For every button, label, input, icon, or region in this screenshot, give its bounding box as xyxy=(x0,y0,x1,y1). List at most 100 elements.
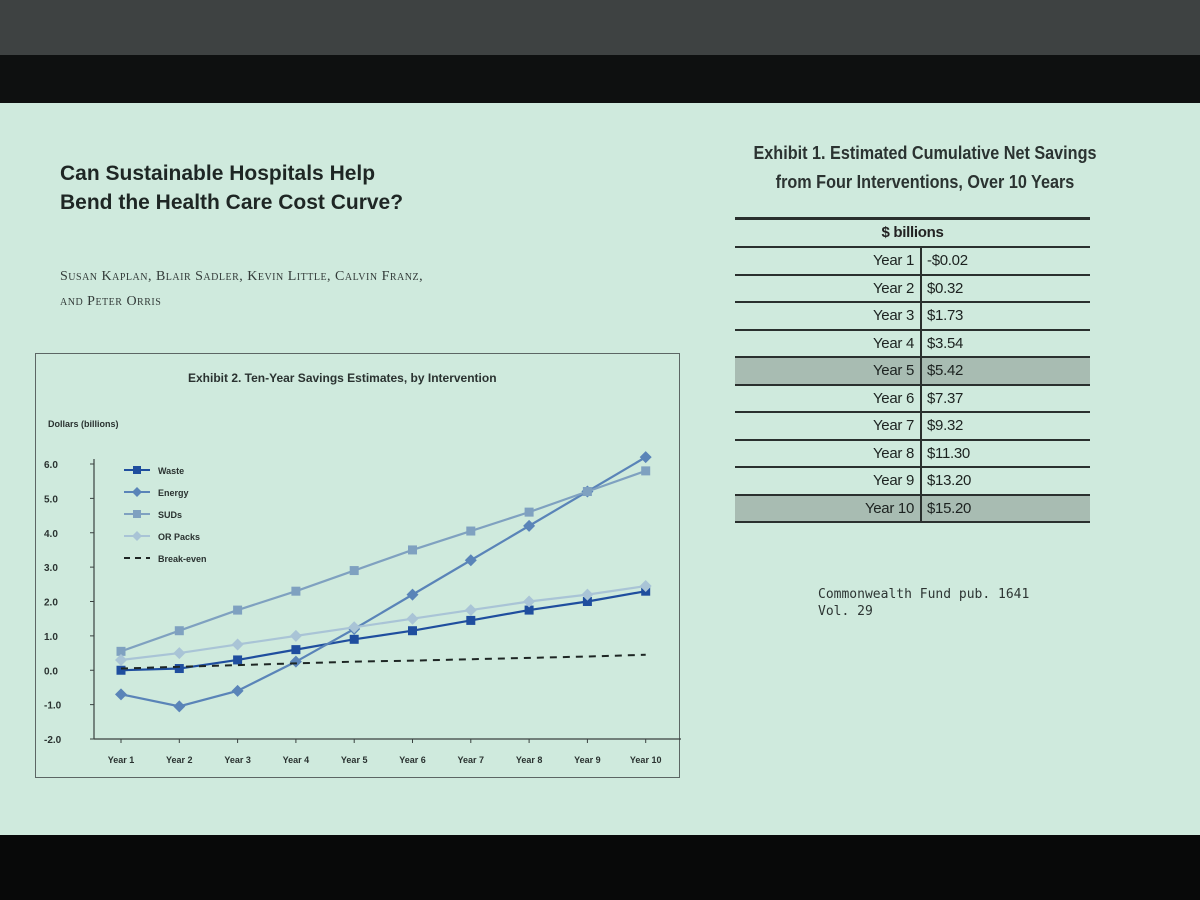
table-top-rule xyxy=(735,217,1090,220)
table-body: Year 1 -$0.02 Year 2 $0.32 Year 3 $1.73 Year 4… xyxy=(735,248,1090,523)
y-tick-label: 2.0 xyxy=(44,598,58,609)
data-point xyxy=(289,629,302,642)
legend-label: OR Packs xyxy=(158,532,200,542)
table-cell-value: $9.32 xyxy=(927,417,964,434)
data-point xyxy=(173,647,186,660)
data-point xyxy=(349,634,359,644)
y-tick-label: -1.0 xyxy=(44,701,62,712)
data-point xyxy=(291,645,301,655)
legend-label: Waste xyxy=(158,466,184,476)
data-point xyxy=(231,684,244,697)
data-point xyxy=(466,615,476,625)
data-point xyxy=(115,653,127,666)
table-row: Year 6 $7.37 xyxy=(735,385,1090,413)
exhibit-2-chart-frame: Exhibit 2. Ten-Year Savings Estimates, b… xyxy=(35,353,681,778)
table-row: Year 8 $11.30 xyxy=(735,440,1090,468)
table-cell-year: Year 5 xyxy=(735,358,922,384)
table-row: Year 9 $13.20 xyxy=(735,468,1090,496)
data-point xyxy=(291,586,301,596)
data-point xyxy=(639,580,652,593)
source-line-1: Commonwealth Fund pub. 1641 xyxy=(818,587,1030,602)
y-tick-label: -2.0 xyxy=(44,735,62,746)
exhibit-1-title: Exhibit 1. Estimated Cumulative Net Savi… xyxy=(696,139,1155,197)
table-cell-year: Year 2 xyxy=(735,275,922,301)
table-cell-value: $3.54 xyxy=(927,334,964,352)
legend-marker xyxy=(133,466,141,474)
table-cell-value: $0.32 xyxy=(927,279,964,297)
legend-label: Energy xyxy=(158,488,189,498)
y-tick-label: 4.0 xyxy=(44,529,58,540)
legend-label: SUDs xyxy=(158,510,182,520)
x-tick-label: Year 10 xyxy=(630,755,662,765)
table-cell-value: $1.73 xyxy=(927,307,964,324)
data-point xyxy=(231,638,244,651)
table-cell-year: Year 1 xyxy=(735,248,922,274)
series-line-break-even xyxy=(120,653,646,670)
x-tick-label: Year 5 xyxy=(341,755,368,765)
data-point xyxy=(406,612,419,625)
x-tick-label: Year 9 xyxy=(574,755,601,765)
projector-band xyxy=(0,55,1200,105)
series-line-suds xyxy=(120,469,647,653)
table-cell-year: Year 10 xyxy=(735,495,922,521)
legend-marker xyxy=(132,531,142,541)
table-header: $ billions xyxy=(735,220,1090,248)
table-cell-year: Year 7 xyxy=(735,413,922,439)
x-tick-label: Year 7 xyxy=(458,755,485,765)
projector-bottom-band xyxy=(0,835,1200,900)
x-tick-label: Year 1 xyxy=(108,755,135,765)
data-point xyxy=(464,604,477,617)
data-point xyxy=(581,588,594,601)
slide-title: Can Sustainable Hospitals Help Bend the … xyxy=(60,159,403,217)
data-point xyxy=(233,605,243,615)
data-point xyxy=(524,507,534,517)
x-tick-label: Year 8 xyxy=(516,755,543,765)
data-point xyxy=(115,688,127,701)
data-point xyxy=(289,655,302,668)
table-cell-value: $15.20 xyxy=(927,499,972,517)
data-point xyxy=(524,605,534,615)
data-point xyxy=(233,655,243,665)
x-tick-label: Year 4 xyxy=(283,755,310,765)
source-citation: Commonwealth Fund pub. 1641 Vol. 29 xyxy=(818,586,1029,620)
exhibit-2-chart: Exhibit 2. Ten-Year Savings Estimates, b… xyxy=(44,371,681,765)
y-tick-label: 1.0 xyxy=(44,632,58,643)
chart-title: Exhibit 2. Ten-Year Savings Estimates, b… xyxy=(188,371,497,385)
table-cell-value: $5.42 xyxy=(927,362,964,379)
data-point xyxy=(582,487,592,496)
table-cell-year: Year 9 xyxy=(735,468,922,494)
table-cell-value: $13.20 xyxy=(927,472,972,489)
table-row: Year 7 $9.32 xyxy=(735,413,1090,441)
y-tick-label: 0.0 xyxy=(44,666,58,677)
authors: Susan Kaplan, Blair Sadler, Kevin Little… xyxy=(60,264,423,314)
y-tick-label: 5.0 xyxy=(44,494,58,505)
table-cell-year: Year 3 xyxy=(735,303,922,329)
title-line-2: Bend the Health Care Cost Curve? xyxy=(60,191,404,214)
table-cell-value: -$0.02 xyxy=(927,252,968,269)
data-point xyxy=(116,646,126,656)
data-point xyxy=(408,626,417,636)
table-row: Year 2 $0.32 xyxy=(735,275,1090,303)
data-point xyxy=(349,566,359,576)
data-point xyxy=(174,626,184,636)
data-point xyxy=(464,554,477,567)
table-cell-value: $7.37 xyxy=(927,389,964,407)
data-point xyxy=(639,451,652,464)
data-point xyxy=(406,588,419,601)
source-line-2: Vol. 29 xyxy=(818,604,873,619)
x-tick-label: Year 3 xyxy=(224,755,251,765)
table-row: Year 4 $3.54 xyxy=(735,330,1090,358)
exhibit-1-title-line-1: Exhibit 1. Estimated Cumulative Net Savi… xyxy=(753,143,1097,163)
series-line-or-packs xyxy=(120,584,646,662)
table-cell-year: Year 8 xyxy=(735,440,922,466)
data-point xyxy=(174,664,184,674)
y-tick-label: 3.0 xyxy=(44,563,58,574)
x-tick-label: Year 2 xyxy=(166,755,193,765)
table-row: Year 5 $5.42 xyxy=(735,358,1090,386)
legend-marker xyxy=(133,510,141,518)
data-point xyxy=(466,526,476,536)
authors-line-2: and Peter Orris xyxy=(60,294,162,309)
table-cell-year: Year 6 xyxy=(735,385,922,411)
data-point xyxy=(173,700,186,713)
authors-line-1: Susan Kaplan, Blair Sadler, Kevin Little… xyxy=(60,269,424,284)
